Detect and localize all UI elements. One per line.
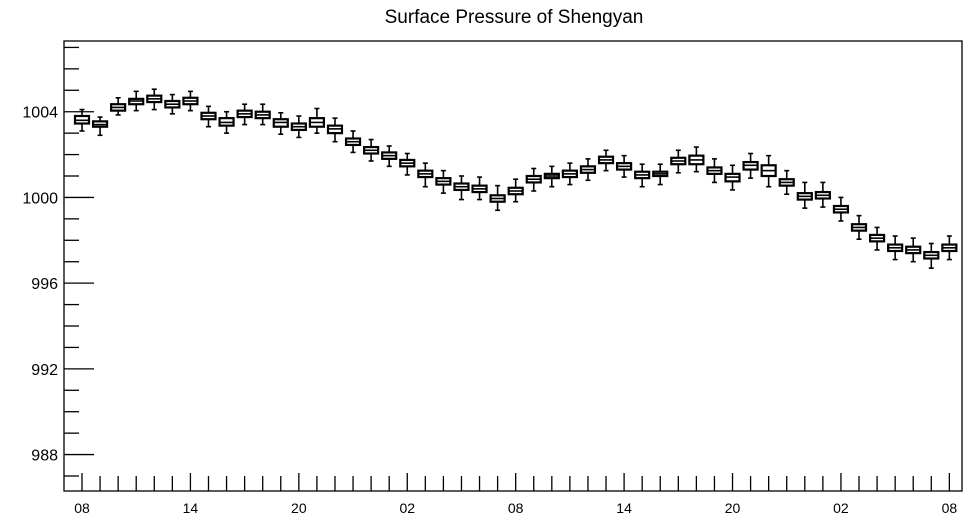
x-tick-label: 14: [183, 500, 199, 516]
plot-frame: [63, 40, 963, 492]
box: [688, 146, 705, 173]
box: [579, 158, 597, 182]
box: [128, 90, 145, 112]
x-tick-label: 02: [833, 500, 849, 516]
y-tick-label: 992: [31, 362, 58, 379]
box: [724, 164, 741, 191]
box: [850, 214, 868, 241]
box: [868, 226, 886, 251]
box-series: [73, 88, 958, 269]
box: [308, 107, 326, 134]
box: [778, 169, 795, 196]
box: [182, 90, 199, 112]
box: [561, 162, 578, 186]
box: [507, 178, 524, 203]
box: [796, 181, 813, 209]
box: [489, 184, 506, 212]
box: [200, 105, 217, 128]
box: [453, 175, 470, 201]
box: [923, 242, 940, 269]
box: [525, 167, 542, 192]
box: [91, 116, 109, 137]
box: [832, 196, 850, 222]
box: [363, 138, 380, 162]
box: [760, 154, 777, 188]
chart-title: Surface Pressure of Shengyan: [385, 7, 644, 28]
box: [218, 110, 235, 134]
box: [543, 165, 560, 188]
box: [941, 235, 958, 261]
box: [73, 108, 91, 132]
x-tick-label: 14: [616, 500, 632, 516]
y-tick-label: 1000: [22, 190, 58, 207]
x-tick-label: 02: [399, 500, 415, 516]
box: [236, 103, 253, 126]
box: [670, 149, 687, 174]
box: [887, 235, 904, 261]
box: [290, 115, 307, 139]
box: [344, 130, 362, 154]
box: [272, 111, 289, 136]
box: [742, 152, 759, 179]
box: [471, 176, 488, 201]
box: [326, 117, 344, 143]
x-tick-label: 08: [508, 500, 524, 516]
box: [615, 154, 633, 178]
box: [706, 158, 723, 184]
x-tick-label: 20: [291, 500, 307, 516]
x-tick-label: 08: [74, 500, 90, 516]
x-tick-label: 08: [942, 500, 958, 516]
y-axis: 988 992 996 1000 1004: [22, 46, 94, 477]
box: [905, 237, 922, 263]
box: [399, 152, 416, 176]
box: [164, 93, 181, 115]
y-tick-label: 988: [31, 448, 58, 465]
box: [652, 163, 669, 186]
y-tick-label: 1004: [22, 105, 58, 122]
box: [381, 145, 398, 168]
box: [814, 181, 831, 208]
box: [435, 169, 452, 194]
x-tick-label: 20: [725, 500, 741, 516]
box: [634, 163, 651, 188]
box: [597, 149, 615, 172]
box: [146, 88, 163, 111]
box: [254, 103, 271, 126]
x-axis: 08 14 20 02 08 14 20 02 08: [74, 473, 957, 516]
box: [417, 162, 434, 188]
box: [110, 96, 127, 116]
y-tick-label: 996: [31, 276, 58, 293]
